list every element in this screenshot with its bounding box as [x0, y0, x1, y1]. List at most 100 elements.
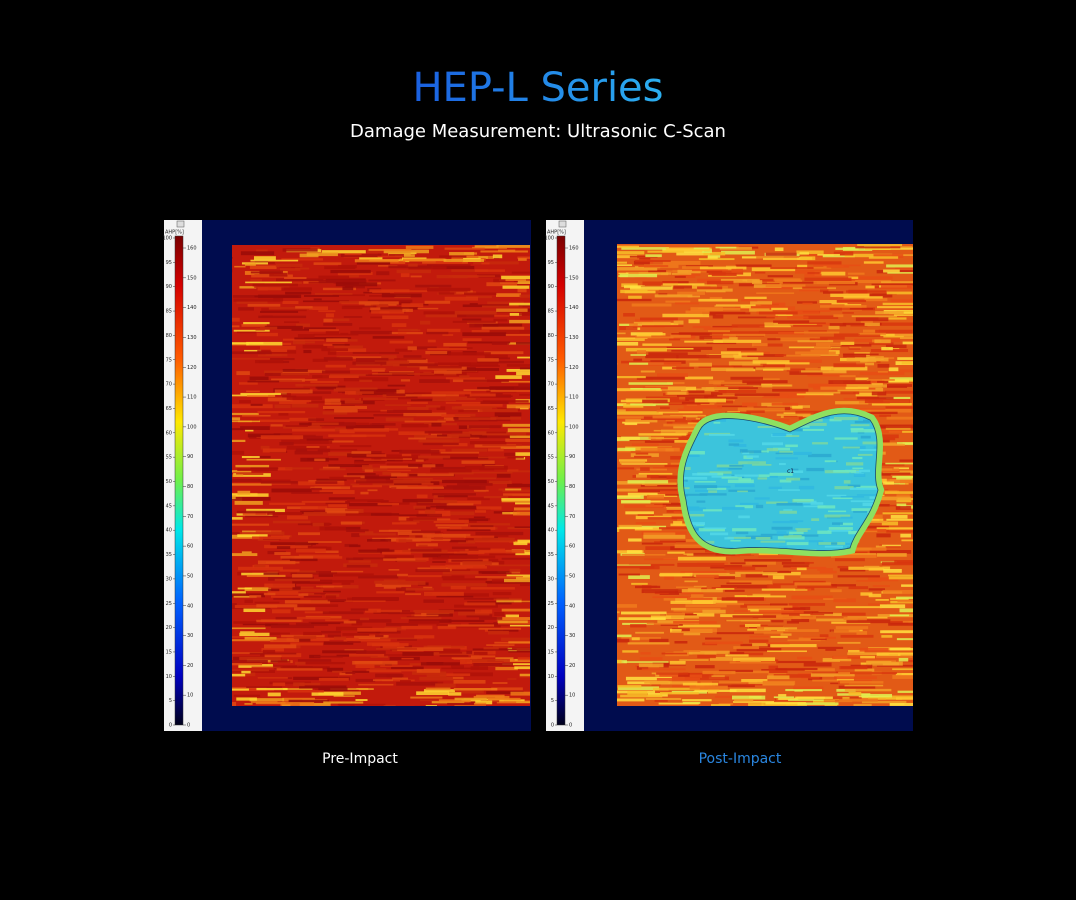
scan-streak — [297, 661, 346, 665]
scan-streak — [282, 301, 299, 305]
scan-streak — [617, 251, 645, 255]
scan-streak — [805, 391, 854, 394]
scan-streak — [824, 704, 838, 706]
scan-streak — [408, 263, 418, 267]
scan-streak — [671, 349, 701, 352]
tick-label: 85 — [548, 309, 554, 315]
scan-streak — [682, 699, 712, 702]
scan-streak — [447, 702, 475, 705]
scan-streak — [458, 611, 490, 616]
scan-streak — [677, 394, 714, 397]
scan-streak — [298, 532, 321, 536]
scan-streak — [463, 477, 497, 480]
scan-streak — [438, 609, 482, 612]
scan-streak — [640, 317, 678, 321]
scan-streak — [496, 700, 530, 704]
damage-streak — [741, 450, 767, 453]
scan-streak — [617, 447, 636, 452]
scan-streak — [352, 361, 387, 365]
scan-streak — [837, 641, 861, 644]
scan-streak — [880, 285, 913, 290]
scan-streak — [232, 523, 270, 526]
scan-streak — [882, 302, 913, 306]
scan-streak — [313, 655, 343, 658]
scan-streak — [660, 406, 670, 409]
scan-streak — [410, 398, 445, 402]
scan-streak — [882, 442, 897, 445]
scan-streak — [378, 265, 398, 267]
scan-streak — [325, 364, 346, 368]
scan-streak — [291, 491, 333, 494]
scan-streak — [232, 688, 274, 691]
scan-streak — [747, 354, 784, 357]
scan-streak — [677, 556, 726, 561]
scan-streak — [655, 403, 701, 406]
scan-streak — [269, 502, 306, 505]
scan-streak — [871, 283, 913, 286]
scan-streak — [628, 563, 675, 566]
scan-streak — [425, 351, 448, 355]
damage-streak — [706, 487, 727, 490]
scan-streak — [354, 461, 386, 464]
scan-streak — [617, 698, 645, 702]
scan-streak — [673, 285, 692, 289]
tick-label: 20 — [569, 663, 575, 669]
scan-streak — [846, 619, 891, 624]
scan-streak — [617, 660, 627, 664]
scan-streak — [721, 597, 764, 601]
scan-streak — [302, 344, 328, 349]
damage-area — [683, 413, 878, 551]
scan-streak — [710, 657, 733, 661]
scan-streak — [678, 673, 690, 677]
scan-streak — [313, 298, 322, 301]
scan-streak — [816, 342, 842, 347]
scan-streak — [374, 360, 410, 364]
scan-streak — [371, 310, 404, 314]
scan-streak — [489, 551, 518, 556]
scan-streak — [330, 348, 367, 353]
scan-streak — [407, 401, 428, 405]
damage-streak — [742, 452, 750, 455]
scan-streak — [799, 289, 820, 292]
scan-streak — [448, 352, 491, 356]
scan-streak — [232, 660, 268, 664]
scan-streak — [516, 701, 530, 703]
scan-streak — [360, 491, 369, 495]
scan-streak — [699, 266, 747, 270]
scan-streak — [698, 298, 738, 302]
scan-streak — [321, 370, 351, 374]
scan-streak — [300, 506, 328, 510]
scan-streak — [866, 496, 911, 501]
scan-streak — [464, 292, 497, 295]
scan-streak — [249, 376, 269, 381]
scan-streak — [457, 313, 495, 318]
scan-streak — [357, 631, 381, 633]
damage-streak — [698, 528, 725, 532]
scan-streak — [295, 323, 311, 327]
scan-streak — [298, 593, 309, 596]
scan-streak — [508, 641, 530, 644]
scan-streak — [370, 513, 400, 516]
scan-streak — [803, 315, 839, 320]
scan-streak — [648, 352, 688, 356]
damage-streak — [856, 485, 878, 489]
scan-streak — [345, 512, 392, 516]
scan-streak — [418, 440, 453, 443]
scan-streak — [474, 323, 523, 327]
scan-streak — [685, 310, 710, 314]
scan-streak — [851, 315, 898, 318]
scan-streak — [342, 286, 354, 291]
scan-streak — [478, 456, 506, 459]
scan-streak — [414, 614, 439, 617]
scan-streak — [726, 348, 757, 351]
damage-streak — [683, 487, 690, 490]
scan-streak — [309, 580, 354, 583]
scan-streak — [509, 568, 521, 573]
scan-streak — [276, 546, 291, 549]
scan-streak — [285, 467, 314, 470]
scan-streak — [642, 281, 678, 286]
scan-streak — [232, 670, 276, 674]
scan-streak — [488, 629, 519, 632]
scan-streak — [295, 622, 329, 626]
